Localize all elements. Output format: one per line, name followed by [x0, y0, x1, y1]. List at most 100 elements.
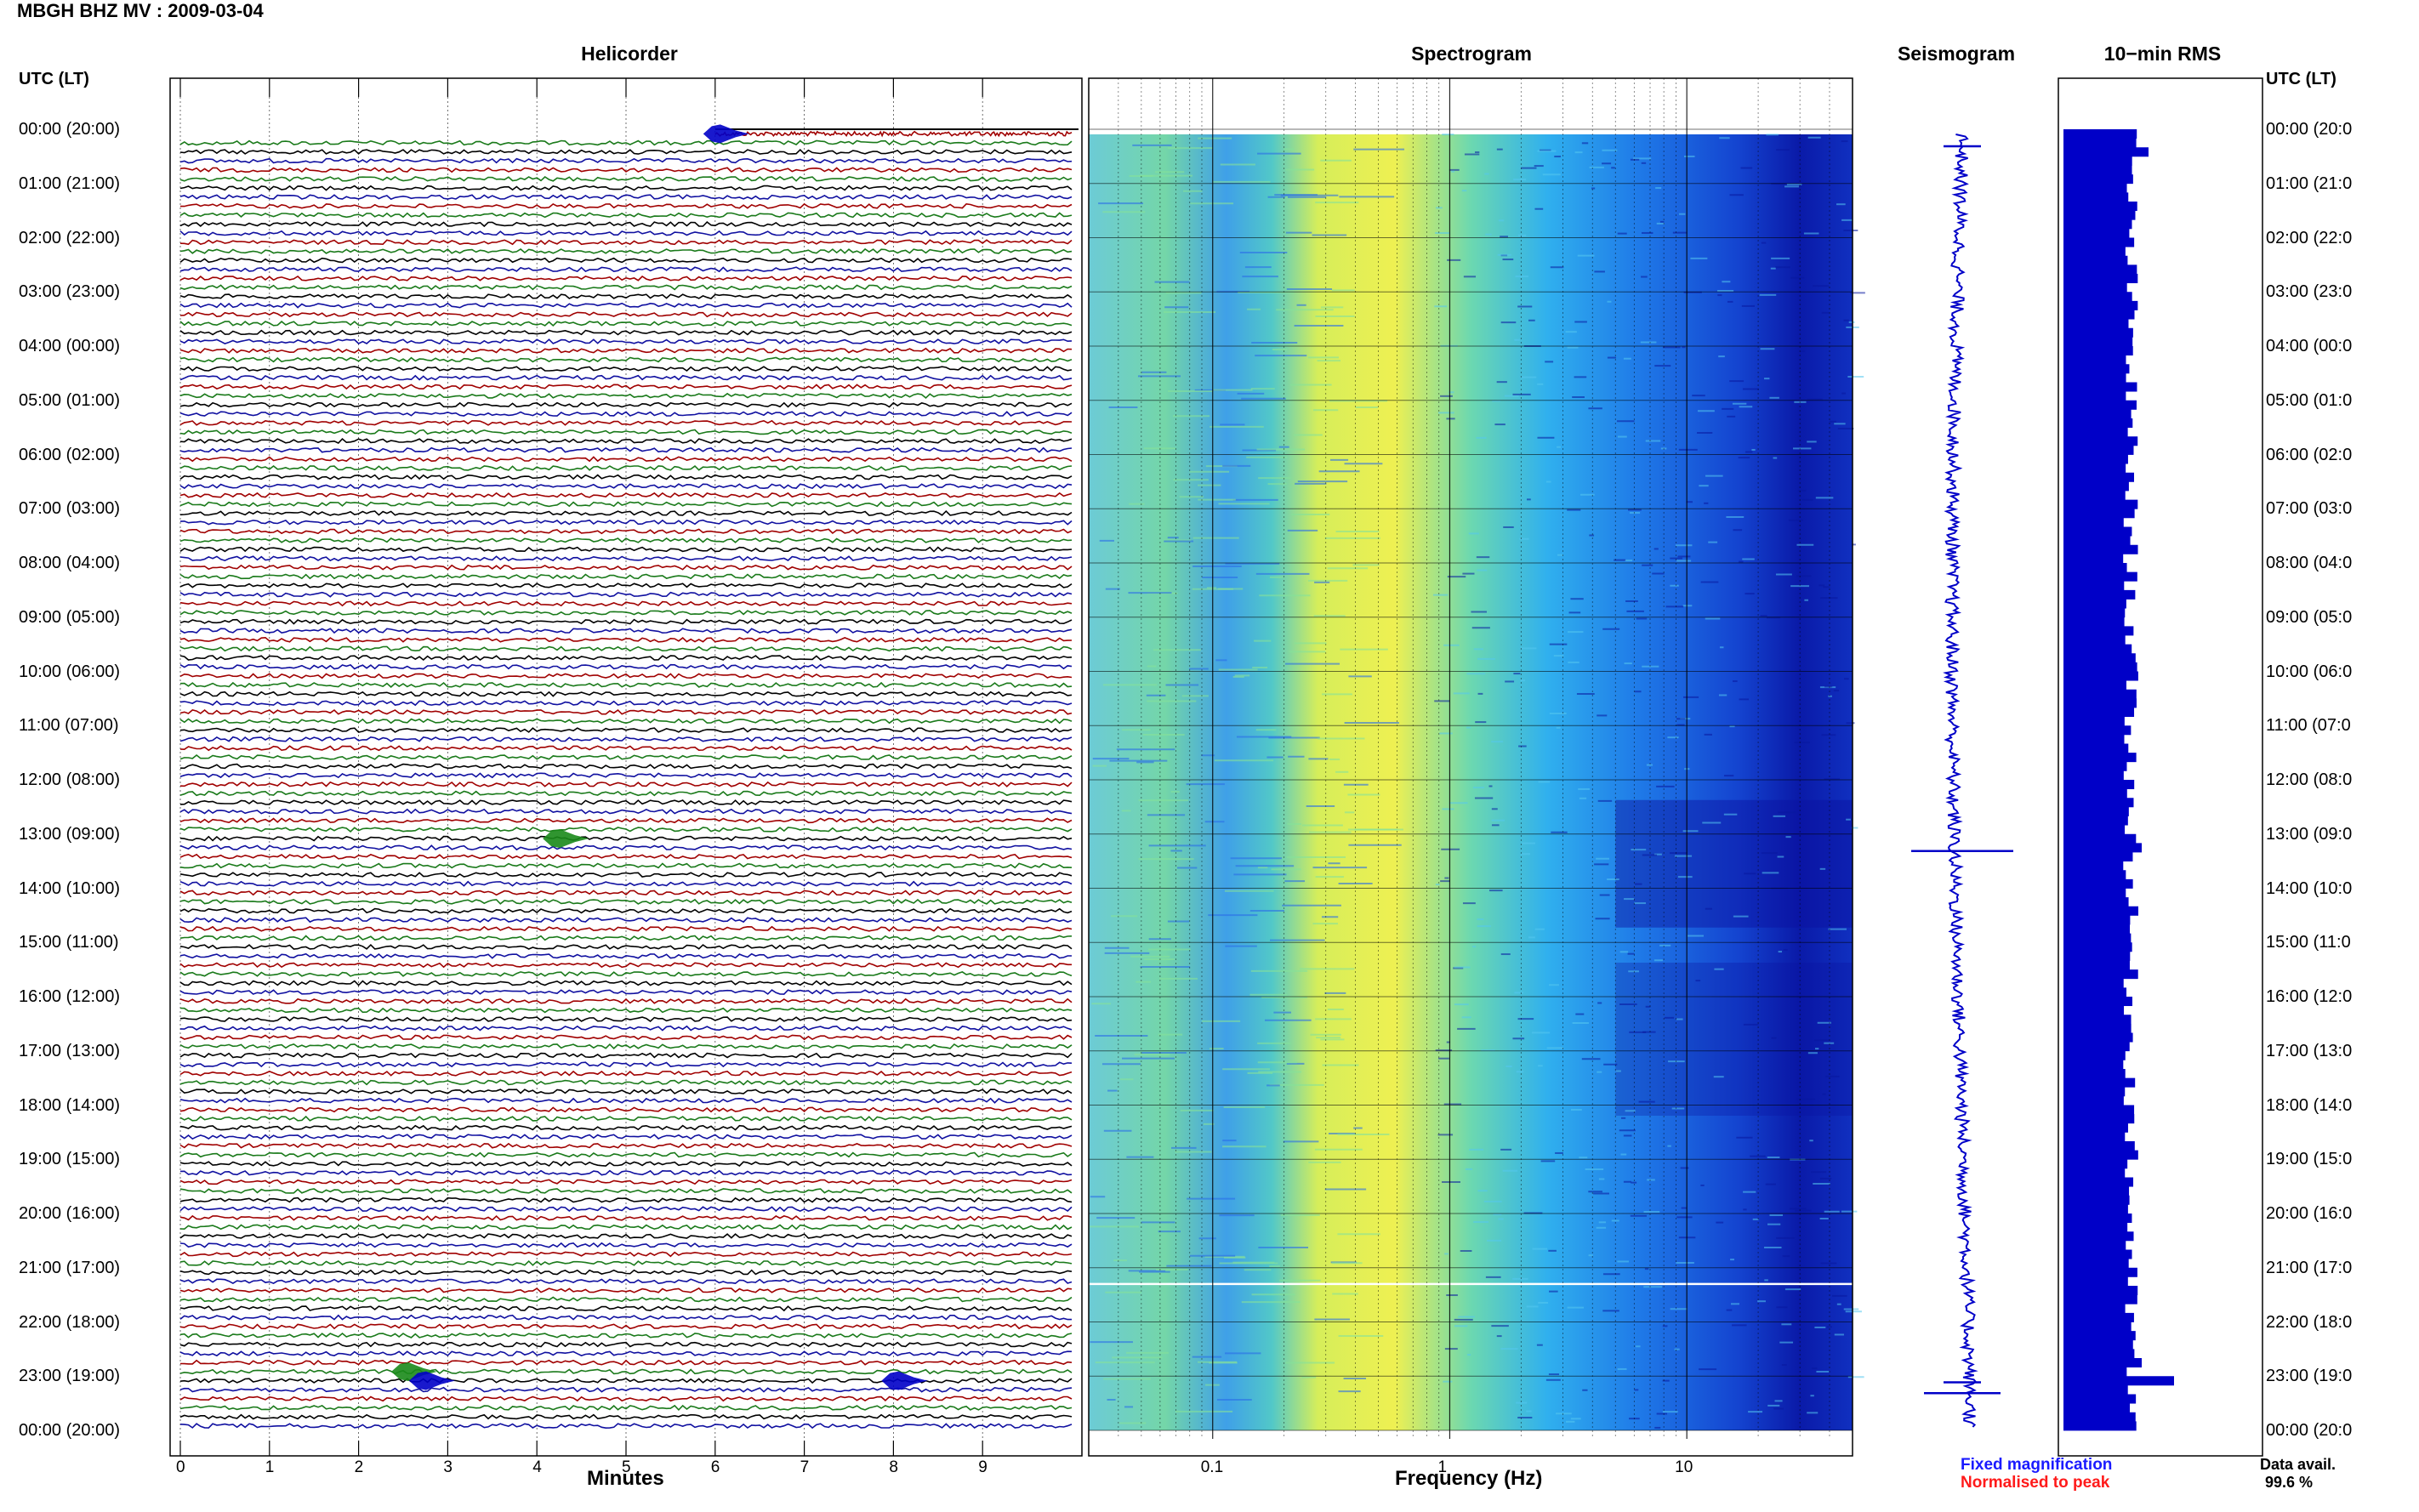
rms-bar [2063, 1050, 2126, 1060]
rms-bar [2063, 1331, 2136, 1341]
time-label-left: 15:00 (11:00) [19, 933, 119, 952]
time-label-right: 03:00 (23:0 [2266, 282, 2353, 302]
rms-bar [2063, 698, 2137, 708]
helicorder-trace [179, 763, 1073, 770]
helicorder-trace [714, 130, 1073, 138]
helicorder-trace [179, 564, 1073, 571]
rms-bar [2063, 589, 2136, 600]
helicorder-trace [179, 1016, 1073, 1023]
rms-bar [2063, 788, 2127, 799]
helicorder-trace [179, 474, 1073, 480]
helicorder-trace [179, 989, 1073, 996]
rms-bar [2063, 237, 2135, 247]
rms-bar [2063, 1204, 2128, 1214]
rms-bar [2063, 1267, 2137, 1277]
spectrogram-dark-band [1615, 799, 1853, 928]
rms-bar [2063, 1358, 2142, 1368]
helicorder-trace [179, 618, 1073, 625]
rms-bar [2063, 1069, 2126, 1079]
helicorder-trace [179, 935, 1073, 941]
helicorder-trace [179, 321, 1073, 327]
helicorder-trace [179, 1341, 1073, 1348]
rms-bar [2063, 997, 2132, 1007]
rms-bar [2063, 1114, 2135, 1124]
rms-bar [2063, 1123, 2128, 1133]
normalised-to-peak-legend: Normalised to peak [1961, 1474, 2110, 1492]
rms-bar [2063, 1195, 2130, 1205]
rms-bar [2063, 653, 2136, 663]
helicorder-trace [179, 139, 1073, 146]
helicorder-trace [179, 817, 1073, 824]
rms-bar [2063, 1015, 2132, 1025]
helicorder-trace [179, 853, 1073, 860]
rms-bar [2063, 1159, 2128, 1169]
helicorder-event [408, 1371, 455, 1390]
helicorder-trace [179, 1214, 1073, 1221]
time-label-left: 00:00 (20:00) [19, 1421, 120, 1440]
helicorder-tick-label: 5 [622, 1458, 631, 1476]
helicorder-trace [179, 1007, 1073, 1014]
rms-bar [2063, 509, 2135, 519]
time-label-right: 00:00 (20:0 [2266, 1421, 2353, 1440]
time-label-left: 14:00 (10:00) [19, 878, 120, 898]
time-label-left: 23:00 (19:00) [19, 1367, 120, 1386]
helicorder-trace [179, 1106, 1073, 1113]
rms-bar [2063, 617, 2125, 627]
helicorder-trace [179, 1151, 1073, 1158]
time-label-right: 23:00 (19:0 [2266, 1367, 2353, 1386]
rms-bar [2063, 445, 2134, 455]
rms-bar [2063, 138, 2137, 148]
rms-bar [2063, 870, 2126, 880]
time-label-left: 16:00 (12:00) [19, 987, 120, 1006]
rms-bar [2063, 282, 2127, 293]
helicorder-trace [179, 827, 1073, 833]
time-label-left: 07:00 (03:00) [19, 499, 120, 519]
helicorder-trace [179, 528, 1073, 535]
helicorder-trace [179, 727, 1073, 733]
time-label-left: 11:00 (07:00) [19, 716, 119, 736]
time-label-right: 08:00 (04:0 [2266, 554, 2353, 572]
rms-bar [2063, 536, 2131, 546]
seismogram-trace [1943, 134, 1978, 1428]
rms-bar [2063, 1231, 2134, 1242]
helicorder-trace [179, 157, 1073, 164]
helicorder-trace [179, 1259, 1073, 1266]
spectrogram-tick-label: 0.1 [1200, 1458, 1224, 1476]
helicorder-trace [179, 483, 1073, 490]
helicorder-trace [179, 392, 1073, 399]
helicorder-trace [179, 1025, 1073, 1032]
helicorder-trace [179, 1124, 1073, 1131]
rms-bar [2063, 1042, 2130, 1052]
helicorder-trace [179, 655, 1073, 662]
time-label-right: 12:00 (08:0 [2266, 770, 2353, 789]
helicorder-trace [179, 781, 1073, 787]
rms-bar [2063, 1186, 2130, 1197]
rms-bar [2063, 409, 2132, 419]
helicorder-trace [179, 284, 1073, 291]
helicorder-trace [179, 1115, 1073, 1123]
time-label-right: 22:00 (18:0 [2266, 1312, 2353, 1332]
time-label-left: 21:00 (17:00) [19, 1258, 120, 1277]
helicorder-trace [179, 1169, 1073, 1176]
rms-bar [2063, 843, 2142, 853]
rms-bar [2063, 1294, 2137, 1305]
rms-bar [2063, 888, 2126, 898]
rms-bar [2063, 942, 2132, 952]
helicorder-trace [179, 673, 1073, 679]
rms-bar [2063, 183, 2127, 193]
rms-bar [2063, 689, 2137, 699]
helicorder-trace [179, 492, 1073, 498]
helicorder-trace [179, 1278, 1073, 1285]
rms-bar [2063, 192, 2129, 202]
rms-bar [2063, 1286, 2138, 1296]
helicorder-trace [179, 952, 1072, 959]
helicorder-trace [179, 1224, 1073, 1231]
helicorder-trace [179, 347, 1073, 354]
rms-bar [2063, 599, 2126, 609]
rms-bar [2063, 1132, 2126, 1142]
rms-bar [2063, 274, 2138, 284]
rms-bar [2063, 481, 2129, 492]
rms-bar [2063, 563, 2127, 573]
helicorder-trace [179, 583, 1073, 588]
